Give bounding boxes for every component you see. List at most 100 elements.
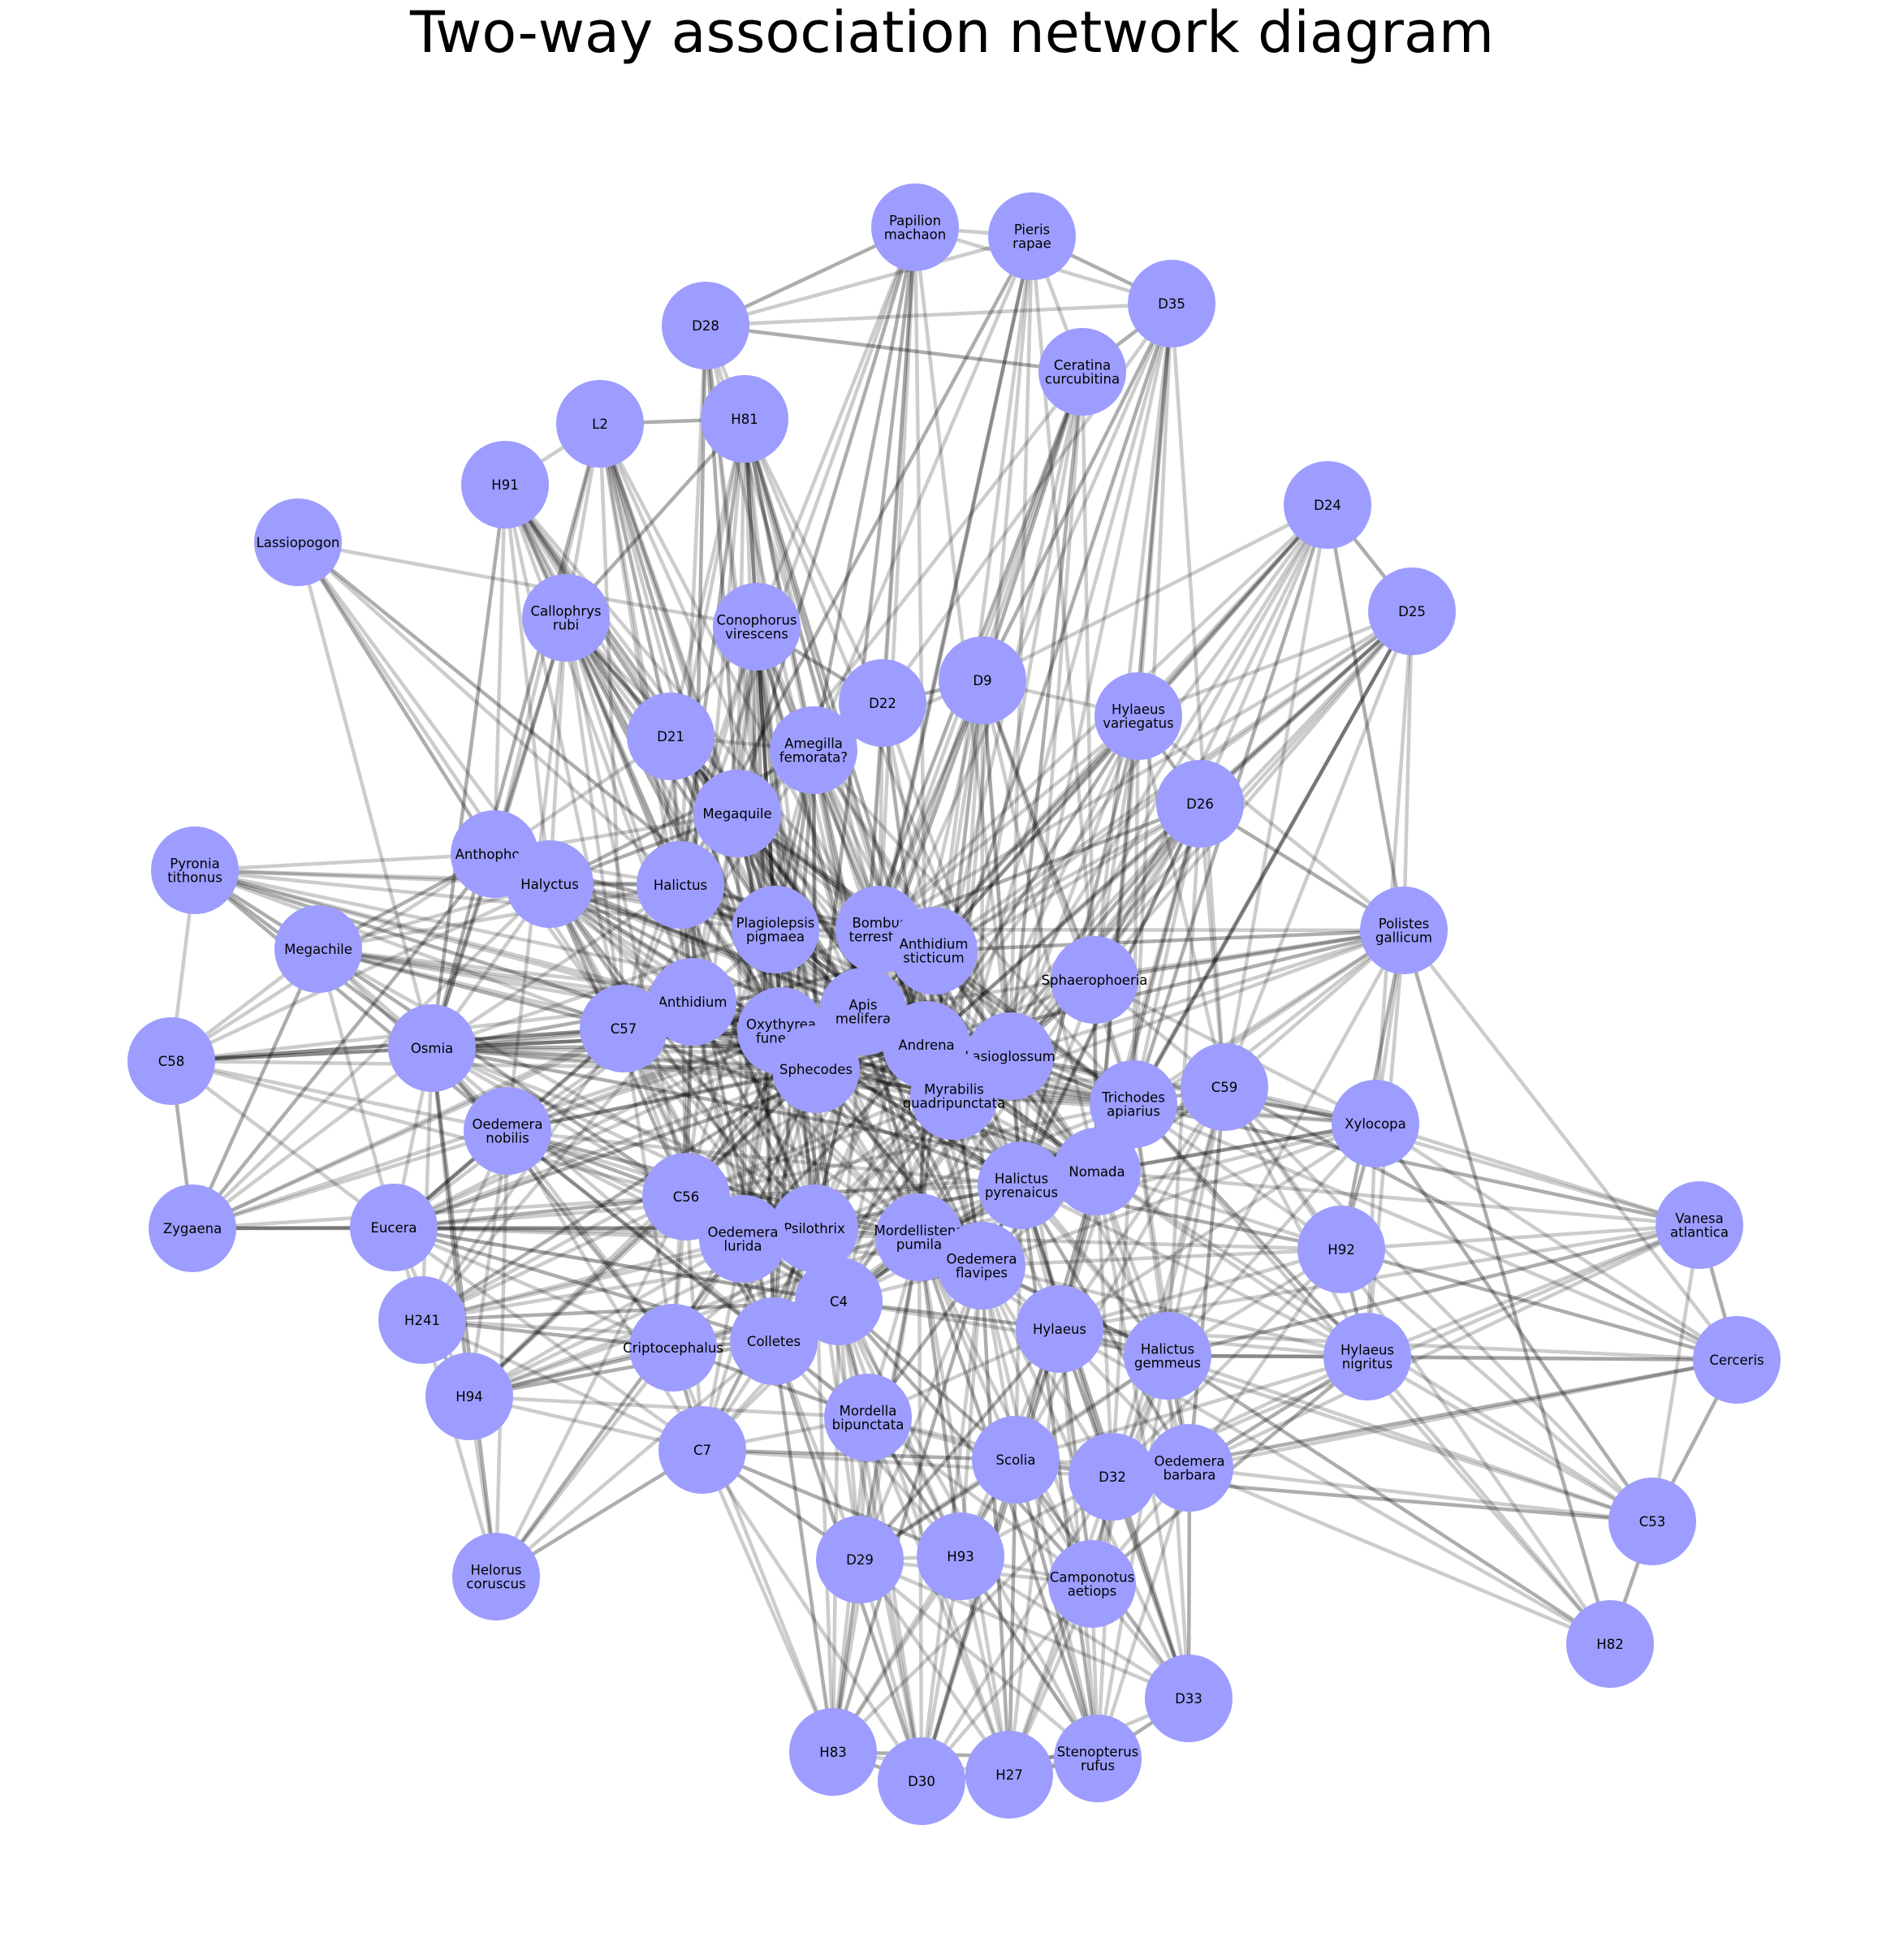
node-psilothrix: Psilothrix	[771, 1184, 858, 1272]
node-label: Vanesa atlantica	[1670, 1211, 1729, 1241]
edge-camponotus-mordellistena	[917, 1236, 1094, 1586]
node-circle	[1069, 1433, 1156, 1521]
edge-d24-d26	[1198, 504, 1330, 805]
node-label: Trichodes apiarius	[1101, 1090, 1165, 1120]
node-circle	[151, 826, 239, 914]
edge-stenopterus-oedemera_fla	[979, 1265, 1100, 1759]
node-label: Psilothrix	[784, 1221, 845, 1236]
edge-h81-halictus	[678, 418, 747, 886]
node-sphecodes: Sphecodes	[772, 1025, 860, 1113]
edge-hylaeus_nig-hylaeus	[1059, 1327, 1368, 1359]
edge-psilothrix-anthidium_st	[812, 950, 936, 1229]
node-label: H94	[455, 1389, 482, 1404]
node-circle	[693, 770, 781, 857]
node-c53: C53	[1608, 1478, 1696, 1565]
node-label: Anthophora	[455, 847, 534, 862]
edge-c59-scolia	[1014, 1085, 1226, 1461]
node-xylocopa: Xylocopa	[1332, 1080, 1419, 1167]
diagram-title: Two-way association network diagram	[409, 0, 1495, 66]
edge-h81-plagiolepsis	[742, 418, 778, 930]
node-circle	[1181, 1043, 1268, 1131]
edge-c58-halyctus	[171, 882, 550, 1064]
edge-zygaena-c57	[192, 1026, 624, 1231]
node-circle	[627, 693, 715, 780]
edge-d24-c59	[1222, 504, 1330, 1088]
node-circle	[1048, 1540, 1136, 1628]
node-circle	[1360, 887, 1448, 974]
node-c4: C4	[795, 1258, 883, 1345]
node-halictus_gem: Halictus gemmeus	[1124, 1312, 1211, 1400]
edge-megachile-sphecodes	[317, 947, 817, 1072]
edge-hylaeus_var-trichodes	[1131, 715, 1141, 1105]
edge-h83-scolia	[831, 1458, 1017, 1754]
node-circle	[1128, 260, 1215, 347]
edge-callophrys-c56	[563, 617, 689, 1197]
edge-lassiopogon-c57	[296, 541, 625, 1030]
node-circle	[1146, 1424, 1233, 1512]
edge-d29-stenopterus	[858, 1558, 1099, 1760]
node-circle	[730, 1297, 818, 1385]
node-c59: C59	[1181, 1043, 1268, 1131]
edge-c59-vanesa	[1224, 1085, 1700, 1228]
edge-d9-trichodes	[980, 680, 1136, 1105]
edge-zygaena-oedemera_nob	[192, 1128, 508, 1231]
edge-papilion-megaquile	[735, 227, 917, 814]
node-label: Oedemera nobilis	[473, 1117, 543, 1146]
edge-eucera-oxythyrea	[392, 1029, 783, 1230]
edge-h83-mordellistena	[831, 1236, 922, 1753]
node-d25: D25	[1368, 567, 1456, 655]
edge-h83-oedemera_fla	[831, 1265, 984, 1753]
edge-lassiopogon-osmia	[296, 542, 434, 1049]
edge-hylaeus_nig-scolia	[1015, 1354, 1368, 1462]
node-circle	[1566, 1600, 1654, 1688]
edge-pyronia-halictus	[194, 868, 681, 887]
edge-h27-hylaeus	[1007, 1328, 1062, 1776]
edge-d30-mordella	[866, 1417, 924, 1782]
node-label: Megaquile	[702, 806, 771, 822]
edge-helorus-h241	[420, 1319, 499, 1577]
edge-c59-hylaeus_nig	[1223, 1085, 1369, 1358]
edge-oedemera_bar-trichodes	[1131, 1103, 1192, 1469]
node-label: D26	[1186, 796, 1214, 812]
edge-c59-halictus_gem	[1165, 1086, 1227, 1357]
edge-helorus-oedemera_nob	[494, 1130, 510, 1577]
node-megaquile: Megaquile	[693, 770, 781, 857]
edge-osmia-plagiolepsis	[431, 927, 776, 1051]
node-label: Scolia	[996, 1452, 1036, 1468]
node-label: Plagiolepsis pigmaea	[736, 916, 815, 945]
edge-h83-colletes	[771, 1340, 835, 1753]
node-d24: D24	[1284, 461, 1371, 549]
node-h27: H27	[965, 1731, 1053, 1819]
edge-c56-trichodes	[685, 1102, 1134, 1199]
edge-hylaeus_nig-nomada	[1095, 1170, 1369, 1358]
edge-c59-d32	[1110, 1086, 1227, 1478]
edge-megachile-halictus	[317, 882, 681, 951]
node-label: D32	[1099, 1469, 1126, 1485]
edge-pyronia-anthidium	[194, 868, 693, 1004]
node-label: Osmia	[411, 1041, 453, 1056]
edge-d9-halictus_pyr	[980, 680, 1024, 1186]
edge-d35-d28	[705, 301, 1172, 328]
edge-d35-d9	[980, 302, 1174, 682]
node-nomada: Nomada	[1053, 1128, 1141, 1215]
node-lassiopogon: Lassiopogon	[254, 498, 342, 586]
edge-d30-scolia	[919, 1459, 1018, 1782]
node-label: Nomada	[1069, 1164, 1125, 1180]
edge-d24-d9	[981, 503, 1329, 683]
node-circle	[890, 907, 978, 995]
node-label: Mordellistena pumila	[874, 1223, 965, 1253]
node-label: Callophrys rubi	[531, 604, 602, 633]
node-circle	[917, 1512, 1004, 1600]
node-circle	[461, 441, 549, 529]
node-c57: C57	[580, 985, 667, 1072]
edge-pieris-amegilla	[811, 235, 1034, 751]
edge-d24-hylaeus_var	[1137, 503, 1329, 718]
edge-papilion-sphecodes	[814, 227, 917, 1070]
node-osmia: Osmia	[388, 1004, 476, 1092]
edge-conophorus-plagiolepsis	[754, 626, 778, 930]
node-label: Cerceris	[1709, 1353, 1764, 1368]
edge-h241-sphecodes	[421, 1068, 818, 1322]
node-vanesa: Vanesa atlantica	[1656, 1181, 1743, 1269]
node-label: Papilion machaon	[884, 214, 946, 243]
edge-eucera-c7	[392, 1226, 704, 1452]
